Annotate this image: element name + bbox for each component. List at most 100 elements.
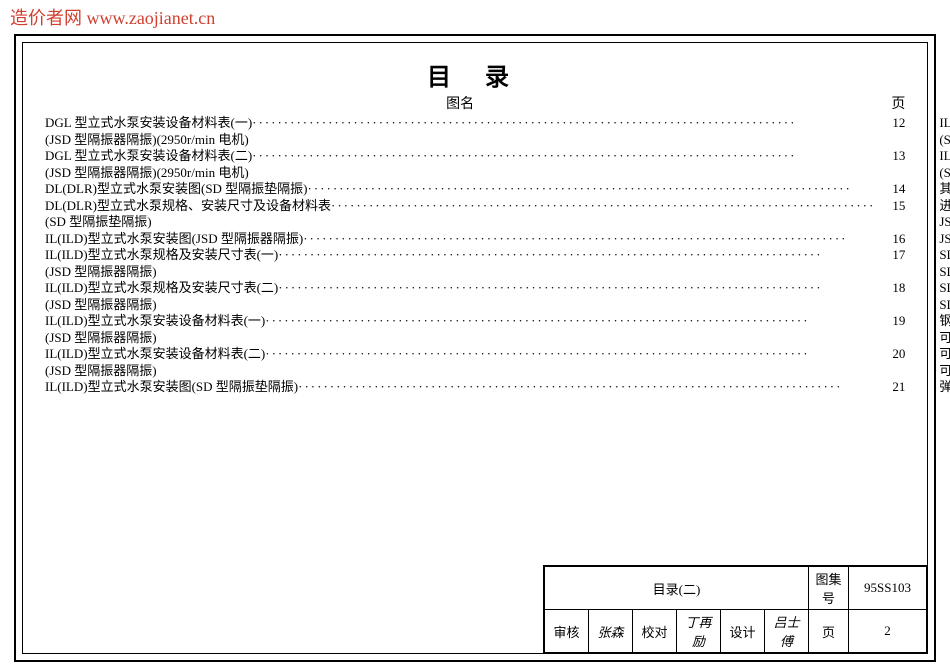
designer-label: 设计 <box>721 610 765 653</box>
toc-row: DGL 型立式水泵安装设备材料表(二) 13 <box>45 149 905 162</box>
toc-entry-title: SD 型橡胶隔振垫安装大样图 <box>939 248 950 261</box>
toc-leader <box>252 116 875 129</box>
toc-row: IL(ILD)型立式水泵安装设备材料表(一) 19 <box>45 314 905 327</box>
reviewer-label: 审核 <box>545 610 589 653</box>
toc-entry-title: 可曲挠同心异径橡胶接头详图 <box>939 331 950 344</box>
toc-entry-page: 20 <box>875 347 905 360</box>
toc-entry-title: IL(ILD)型立式水泵规格及安装尺寸表(一) <box>45 248 278 261</box>
toc-leader <box>303 232 875 245</box>
toc-row: 可曲挠橡胶弯头详图 34 <box>939 347 950 360</box>
toc-entry-title: JSD 型橡胶隔振器安装大样图 <box>939 215 950 228</box>
toc-entry-page: 16 <box>875 232 905 245</box>
toc-entry-page: 18 <box>875 281 905 294</box>
watermark-text: 造价者网 www.zaojianet.cn <box>0 0 950 34</box>
page-num: 2 <box>849 610 927 653</box>
toc-entry-title: 可曲挠橡胶弯头详图 <box>939 347 950 360</box>
toc-leader <box>278 248 875 261</box>
toc-entry-page: 12 <box>875 116 905 129</box>
toc-note: (SD 型隔振垫隔振) <box>939 166 950 179</box>
column-header: 图名 页 <box>45 98 905 112</box>
toc-entry-title: IL(ILD)型立式水泵安装设备材料表 <box>939 149 950 162</box>
page-frame: 目 录 图名 页 DGL 型立式水泵安装设备材料表(一) 12 (JSD 型隔振器… <box>14 34 936 662</box>
toc-row: DL(DLR)型立式水泵规格、安装尺寸及设备材料表 15 <box>45 199 905 212</box>
toc-note: (SD 型隔振垫隔振) <box>939 133 950 146</box>
toc-leader <box>331 199 875 212</box>
toc-row: IL(ILD)型立式水泵安装图(JSD 型隔振器隔振) 16 <box>45 232 905 245</box>
toc-row: IL(ILD)型立式水泵规格及安装尺寸表(二) 18 <box>45 281 905 294</box>
toc-entry-title: 可曲挠橡胶接头详图 <box>939 364 950 377</box>
toc-entry-page: 17 <box>875 248 905 261</box>
toc-entry-title: IL(ILD)型立式水泵安装设备材料表(二) <box>45 347 265 360</box>
toc-entry-title: DGL 型立式水泵安装设备材料表(二) <box>45 149 252 162</box>
checker-name: 丁再励 <box>677 610 721 653</box>
toc-row: 进出水管平面布置图 25 <box>939 199 950 212</box>
toc-entry-title: DL(DLR)型立式水泵规格、安装尺寸及设备材料表 <box>45 199 331 212</box>
toc-row: IL(ILD)型立式水泵规格及安装尺寸表 22 <box>939 116 950 129</box>
page-label: 页 <box>809 610 849 653</box>
toc-leader <box>265 347 875 360</box>
toc-row: 弹性吊架详图 36 <box>939 380 950 393</box>
toc-leader <box>265 314 875 327</box>
page-title: 目 录 <box>45 57 905 92</box>
toc-entry-title: IL(ILD)型立式水泵规格及安装尺寸表 <box>939 116 950 129</box>
toc-row: IL(ILD)型立式水泵安装图(SD 型隔振垫隔振) 21 <box>45 380 905 393</box>
toc-row: 可曲挠同心异径橡胶接头详图 33 <box>939 331 950 344</box>
toc-row: 其他型号立式水泵隔振参照选用方法 24 <box>939 182 950 195</box>
toc-row: IL(ILD)型立式水泵安装设备材料表 23 <box>939 149 950 162</box>
toc-entry-title: 其他型号立式水泵隔振参照选用方法 <box>939 182 950 195</box>
toc-note: (JSD 型隔振器隔振)(2950r/min 电机) <box>45 133 905 146</box>
toc-left-column: 图名 页 DGL 型立式水泵安装设备材料表(一) 12(JSD 型隔振器隔振)(… <box>45 98 905 397</box>
inner-frame: 目 录 图名 页 DGL 型立式水泵安装设备材料表(一) 12 (JSD 型隔振器… <box>22 42 928 654</box>
toc-entry-title: IL(ILD)型立式水泵安装图(SD 型隔振垫隔振) <box>45 380 298 393</box>
toc-leader <box>252 149 875 162</box>
toc-row: SD 型橡胶隔振垫详图 29 <box>939 265 950 278</box>
header-name: 图名 <box>45 98 875 112</box>
toc-entry-title: IL(ILD)型立式水泵规格及安装尺寸表(二) <box>45 281 278 294</box>
toc-entry-title: JSD 型橡胶隔振器详图 <box>939 232 950 245</box>
toc-note: (JSD 型隔振器隔振)(2950r/min 电机) <box>45 166 905 179</box>
toc-row: SD 型橡胶隔振垫平面布置图(二) 31 <box>939 298 950 311</box>
toc-note: (JSD 型隔振器隔振) <box>45 331 905 344</box>
toc-columns: 图名 页 DGL 型立式水泵安装设备材料表(一) 12(JSD 型隔振器隔振)(… <box>45 98 905 397</box>
toc-entry-title: 进出水管平面布置图 <box>939 199 950 212</box>
toc-entry-title: 弹性吊架详图 <box>939 380 950 393</box>
toc-row: IL(ILD)型立式水泵规格及安装尺寸表(一) 17 <box>45 248 905 261</box>
toc-entry-title: SD 型橡胶隔振垫平面布置图(二) <box>939 298 950 311</box>
header-name: 图名 <box>939 98 950 112</box>
toc-entry-title: 钢垫板详图 <box>939 314 950 327</box>
toc-entry-page: 14 <box>875 182 905 195</box>
toc-row: JSD 型橡胶隔振器详图 27 <box>939 232 950 245</box>
toc-entry-title: IL(ILD)型立式水泵安装设备材料表(一) <box>45 314 265 327</box>
toc-row: SD 型橡胶隔振垫平面布置图(一) 30 <box>939 281 950 294</box>
toc-row: 钢垫板详图 32 <box>939 314 950 327</box>
toc-entry-title: DGL 型立式水泵安装设备材料表(一) <box>45 116 252 129</box>
album-code: 95SS103 <box>849 567 927 610</box>
toc-row: DGL 型立式水泵安装设备材料表(一) 12 <box>45 116 905 129</box>
toc-note: (JSD 型隔振器隔振) <box>45 364 905 377</box>
toc-entry-title: SD 型橡胶隔振垫平面布置图(一) <box>939 281 950 294</box>
toc-entry-title: SD 型橡胶隔振垫详图 <box>939 265 950 278</box>
doc-title-cell: 目录(二) <box>545 567 809 610</box>
toc-row: IL(ILD)型立式水泵安装设备材料表(二) 20 <box>45 347 905 360</box>
reviewer-name: 张森 <box>589 610 633 653</box>
designer-name: 吕士傅 <box>765 610 809 653</box>
toc-row: JSD 型橡胶隔振器安装大样图 26 <box>939 215 950 228</box>
title-block: 目录(二) 图集号 95SS103 审核 张森 校对 丁再励 设计 吕士傅 页 … <box>543 565 928 654</box>
toc-entry-page: 13 <box>875 149 905 162</box>
toc-leader <box>278 281 875 294</box>
toc-entry-page: 21 <box>875 380 905 393</box>
toc-entry-page: 19 <box>875 314 905 327</box>
header-page: 页 <box>875 98 905 112</box>
toc-row: 可曲挠橡胶接头详图 35 <box>939 364 950 377</box>
toc-entry-title: DL(DLR)型立式水泵安装图(SD 型隔振垫隔振) <box>45 182 308 195</box>
toc-leader <box>298 380 875 393</box>
toc-note: (JSD 型隔振器隔振) <box>45 298 905 311</box>
toc-row: SD 型橡胶隔振垫安装大样图 28 <box>939 248 950 261</box>
toc-note: (JSD 型隔振器隔振) <box>45 265 905 278</box>
toc-note: (SD 型隔振垫隔振) <box>45 215 905 228</box>
toc-entry-page: 15 <box>875 199 905 212</box>
album-label: 图集号 <box>809 567 849 610</box>
toc-leader <box>308 182 876 195</box>
checker-label: 校对 <box>633 610 677 653</box>
column-header: 图名 页 <box>939 98 950 112</box>
